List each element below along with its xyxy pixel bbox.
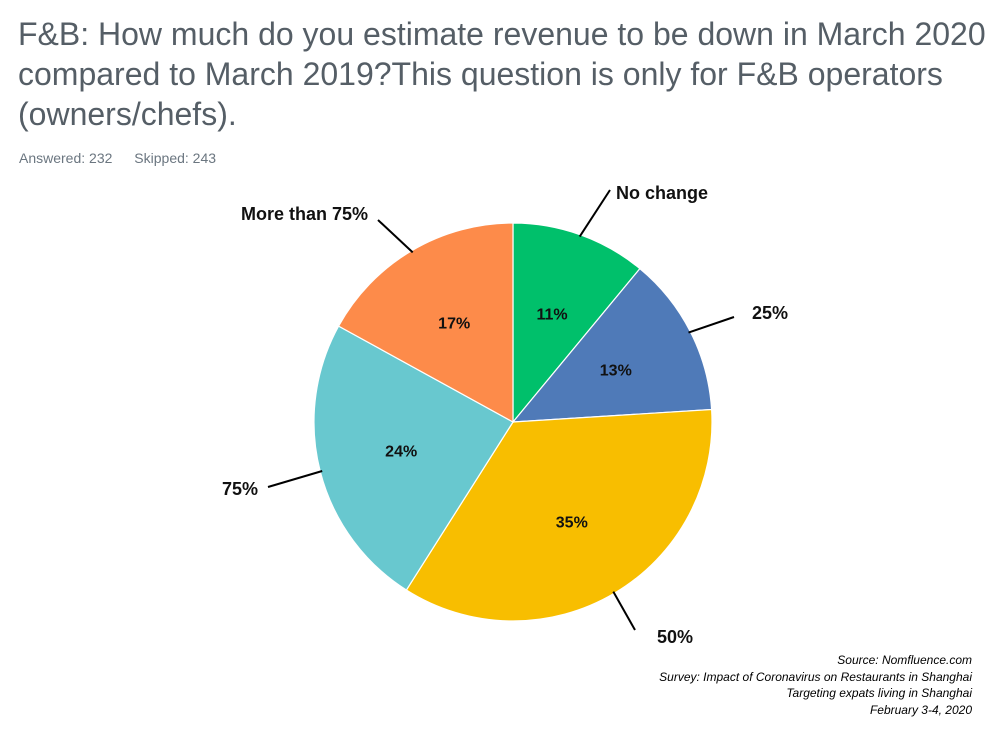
leader-lines — [267, 189, 735, 631]
slice-value-label: 17% — [438, 316, 470, 333]
response-stats: Answered: 232 Skipped: 243 — [19, 150, 234, 166]
leader-line — [612, 591, 636, 631]
slice-labels: 11% No change 13% 25% 35% 50% 24% 75% 17% More th… — [222, 183, 788, 647]
leader-line — [267, 470, 323, 488]
slice-category-label: No change — [616, 183, 708, 203]
slice-category-label: 25% — [752, 303, 788, 323]
slice-value-label: 13% — [600, 363, 632, 380]
leader-line — [688, 316, 735, 334]
leader-line — [377, 219, 414, 254]
date-line: February 3-4, 2020 — [869, 702, 972, 717]
leader-line — [578, 189, 611, 238]
question-title: F&B: How much do you estimate revenue to… — [18, 16, 986, 132]
slice-category-label: More than 75% — [241, 204, 368, 224]
slice-value-label: 35% — [556, 514, 588, 531]
survey-line: Survey: Impact of Coronavirus on Restaur… — [659, 669, 972, 684]
answered-count: Answered: 232 — [19, 150, 113, 166]
source-line: Source: Nomfluence.com — [837, 653, 972, 667]
slice-category-label: 50% — [657, 627, 693, 647]
source-note: Source: Nomfluence.com Survey: Impact of… — [659, 652, 972, 718]
pie-slices — [313, 222, 713, 622]
skipped-count: Skipped: 243 — [134, 150, 217, 166]
slice-category-label: 75% — [222, 479, 258, 499]
slice-value-label: 24% — [385, 444, 417, 461]
target-line: Targeting expats living in Shanghai — [786, 686, 972, 700]
slice-value-label: 11% — [537, 306, 568, 323]
